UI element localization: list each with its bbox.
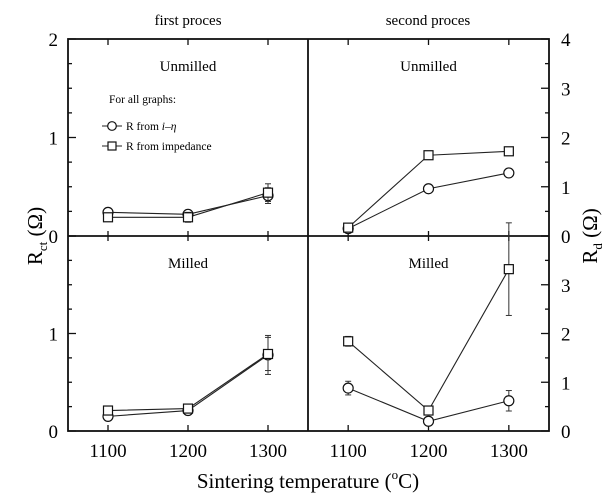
y-tick-label-right: 0	[561, 422, 571, 443]
data-point-square	[343, 222, 354, 233]
y-tick-label-right: 4	[561, 30, 571, 51]
x-tick-label: 1300	[490, 441, 528, 462]
data-point-square	[102, 405, 114, 416]
data-point-square	[503, 146, 514, 157]
axis-tick-labels: 1100 1100 1200 1200 1300 1300 2 1 0 1 0 0 1 2 3 4 0 1 2 3	[49, 30, 572, 462]
y-tick-label-right: 1	[561, 178, 571, 199]
legend-entry-circle: R from i–η	[102, 121, 177, 133]
y-axis-label-right: Rd (Ω)	[578, 208, 605, 263]
legend-title: For all graphs:	[109, 94, 176, 106]
x-tick-label: 1300	[249, 441, 287, 462]
y-axis-label-left: Rct (Ω)	[23, 207, 50, 265]
y-tick-label-left: 1	[49, 129, 59, 150]
panel-title: Milled	[168, 256, 208, 272]
x-tick-label: 1200	[169, 441, 207, 462]
data-point-square	[182, 212, 194, 223]
data-point-circle	[422, 415, 435, 427]
y-tick-label-left: 0	[49, 227, 59, 248]
y-tick-label-right: 3	[561, 79, 571, 100]
y-tick-label-left: 0	[49, 422, 59, 443]
series-line-square	[347, 268, 510, 412]
data-point-square	[503, 264, 514, 275]
legend-marker-square	[107, 141, 117, 151]
data-point-square	[343, 336, 354, 347]
legend: For all graphs: R from i–η R from impeda…	[102, 94, 212, 153]
y-tick-label-left: 1	[49, 325, 59, 346]
data-point-square	[102, 212, 114, 223]
y-tick-label-right: 2	[561, 325, 571, 346]
panel-title: Unmilled	[160, 59, 217, 75]
data-point-circle	[422, 183, 435, 195]
x-tick-label: 1100	[330, 441, 367, 462]
legend-label-square: R from impedance	[126, 141, 212, 153]
data-point-square	[423, 150, 434, 161]
y-tick-label-left: 2	[49, 30, 59, 51]
data-point-square	[423, 405, 434, 416]
x-axis-label: Sintering temperature (oC)	[197, 467, 419, 493]
legend-label-circle: R from i–η	[126, 121, 177, 133]
data-point-circle	[342, 382, 354, 394]
panel-title: Milled	[409, 256, 449, 272]
data-point-square	[262, 187, 274, 198]
data-marks	[102, 146, 515, 427]
y-tick-label-right: 3	[561, 276, 571, 297]
data-point-circle	[503, 395, 515, 407]
panel-title: Unmilled	[400, 59, 457, 75]
column-title-second: second proces	[386, 13, 471, 29]
y-tick-label-right: 2	[561, 129, 571, 150]
data-point-square	[262, 348, 274, 360]
panel-titles: Unmilled Unmilled Milled Milled	[160, 59, 458, 272]
axis-ticks	[68, 38, 549, 432]
y-tick-label-right: 0	[561, 227, 571, 248]
column-title-first: first proces	[154, 13, 221, 29]
legend-marker-circle	[107, 121, 117, 131]
data-point-square	[182, 403, 194, 414]
y-tick-label-right: 1	[561, 373, 571, 394]
legend-entry-square: R from impedance	[102, 141, 212, 153]
data-point-circle	[503, 167, 515, 179]
series-line-square	[107, 353, 269, 412]
series-line-circle	[347, 172, 509, 230]
x-tick-label: 1200	[410, 441, 448, 462]
x-tick-label: 1100	[89, 441, 126, 462]
